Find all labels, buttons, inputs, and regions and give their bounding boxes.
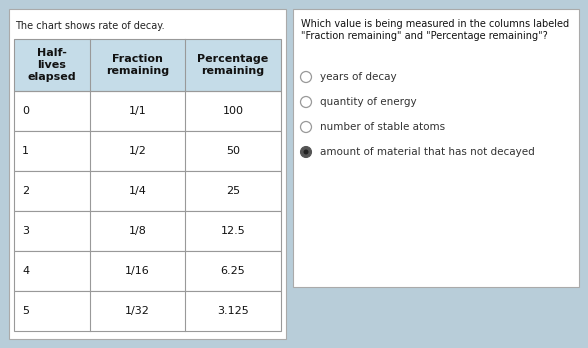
Text: 1/4: 1/4 (129, 186, 146, 196)
Bar (14, 171, 281, 211)
Bar (14, 211, 281, 251)
Text: 0: 0 (22, 106, 29, 116)
Text: 1/8: 1/8 (129, 226, 146, 236)
Bar (14, 39, 281, 91)
Bar (14, 251, 281, 291)
Text: 1/2: 1/2 (129, 146, 146, 156)
Text: 1/16: 1/16 (125, 266, 150, 276)
Text: 4: 4 (22, 266, 29, 276)
Text: 1/1: 1/1 (129, 106, 146, 116)
Text: 12.5: 12.5 (220, 226, 245, 236)
Text: Which value is being measured in the columns labeled
"Fraction remaining" and "P: Which value is being measured in the col… (301, 19, 569, 41)
Text: Percentage
remaining: Percentage remaining (198, 54, 269, 76)
Text: number of stable atoms: number of stable atoms (320, 122, 445, 132)
Text: amount of material that has not decayed: amount of material that has not decayed (320, 147, 534, 157)
Text: Half-
lives
elapsed: Half- lives elapsed (28, 48, 76, 81)
Text: 100: 100 (222, 106, 243, 116)
Text: years of decay: years of decay (320, 72, 397, 82)
Bar (14, 131, 281, 171)
Text: Fraction
remaining: Fraction remaining (106, 54, 169, 76)
Text: 3: 3 (22, 226, 29, 236)
Circle shape (303, 150, 309, 155)
Text: 6.25: 6.25 (220, 266, 245, 276)
Bar (14, 39, 281, 91)
Text: 50: 50 (226, 146, 240, 156)
Text: 1: 1 (22, 146, 29, 156)
Circle shape (300, 147, 312, 158)
Text: 3.125: 3.125 (217, 306, 249, 316)
Text: 2: 2 (22, 186, 29, 196)
Bar (9, 9, 286, 339)
Bar (14, 291, 281, 331)
Text: The chart shows rate of decay.: The chart shows rate of decay. (15, 21, 165, 31)
Bar (14, 91, 281, 131)
Text: 25: 25 (226, 186, 240, 196)
Text: 5: 5 (22, 306, 29, 316)
Text: 1/32: 1/32 (125, 306, 150, 316)
Text: quantity of energy: quantity of energy (320, 97, 417, 107)
Bar (293, 9, 579, 287)
